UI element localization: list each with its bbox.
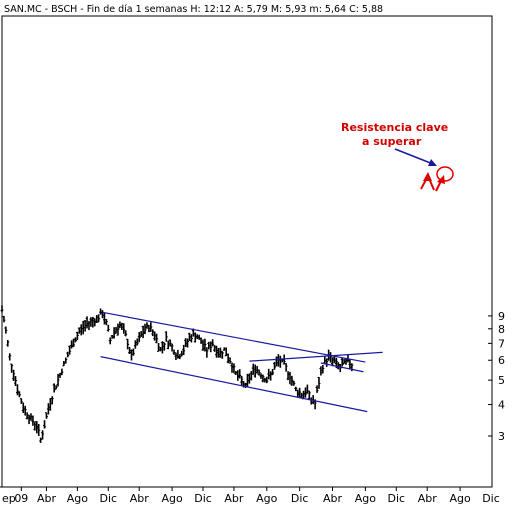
x-tick-label: Ago [355, 492, 377, 505]
y-tick-label: 8 [498, 323, 505, 336]
x-tick-label: Abr [37, 492, 57, 505]
x-tick-label: Dic [388, 492, 406, 505]
y-tick-label: 7 [498, 337, 505, 350]
annotation-line1: Resistencia clave [341, 121, 448, 134]
breakout-arrows [420, 172, 445, 192]
y-axis-ticks: 3 4 5 6 789 [488, 310, 505, 443]
y-tick-label: 3 [498, 430, 505, 443]
price-bars [0, 305, 354, 443]
x-tick-label: ep [2, 492, 16, 505]
annotation-line2: a superar [362, 135, 422, 148]
x-tick-label: Ago [67, 492, 89, 505]
x-tick-label: Abr [224, 492, 244, 505]
trendline-wedge-lower [320, 362, 364, 373]
annotation-arrow [394, 148, 437, 166]
trendline-upper-channel [102, 311, 366, 363]
trendline-lower-channel [100, 356, 368, 413]
trendlines [100, 311, 383, 413]
resistance-circle [436, 166, 454, 182]
chart-header: SAN.MC - BSCH - Fin de día 1 semanas H: … [4, 4, 383, 15]
y-tick-label: 9 [498, 310, 505, 323]
x-tick-label: Dic [291, 492, 309, 505]
x-tick-label: Ago [256, 492, 278, 505]
x-tick-label: Abr [323, 492, 343, 505]
y-tick-label: 4 [498, 399, 505, 412]
x-tick-label: Ago [161, 492, 183, 505]
y-tick-label: 6 [498, 354, 505, 367]
trendline-rising-resistance [249, 351, 383, 362]
x-tick-label: Abr [418, 492, 438, 505]
x-tick-label: Dic [482, 492, 500, 505]
x-tick-label: Ago [449, 492, 471, 505]
x-tick-label: Dic [194, 492, 212, 505]
plot-area [1, 15, 493, 488]
x-tick-label: Dic [100, 492, 118, 505]
y-tick-label: 5 [498, 374, 505, 387]
x-tick-label: 09 [14, 492, 28, 505]
x-tick-label: Abr [130, 492, 150, 505]
